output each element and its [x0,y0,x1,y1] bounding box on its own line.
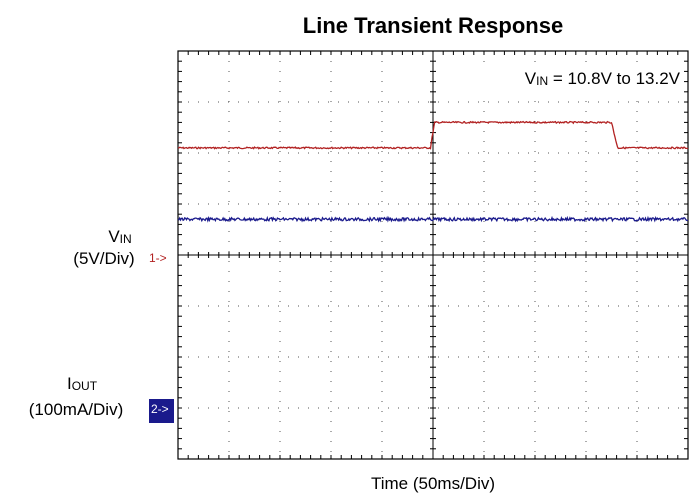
graticule [177,50,689,460]
ch2-name: IOUT [67,374,98,393]
ch1-scale: (5V/Div) [73,249,134,268]
vin-range-annotation: VIN = 10.8V to 13.2V [525,69,681,88]
ch2-ground-marker: 2-> [151,402,169,416]
ch1-ground-marker: 1-> [149,251,167,265]
annotation-background [439,64,683,92]
ch2-ground-marker-box [149,399,174,423]
ch1-name: VIN [108,227,131,246]
plot-frame [177,50,689,460]
ch2-scale: (100mA/Div) [29,400,123,419]
x-axis-label: Time (50ms/Div) [371,474,495,493]
trace-ch1 [177,120,689,150]
trace-ch2 [177,215,689,223]
traces [177,120,689,223]
chart-title: Line Transient Response [303,13,563,38]
